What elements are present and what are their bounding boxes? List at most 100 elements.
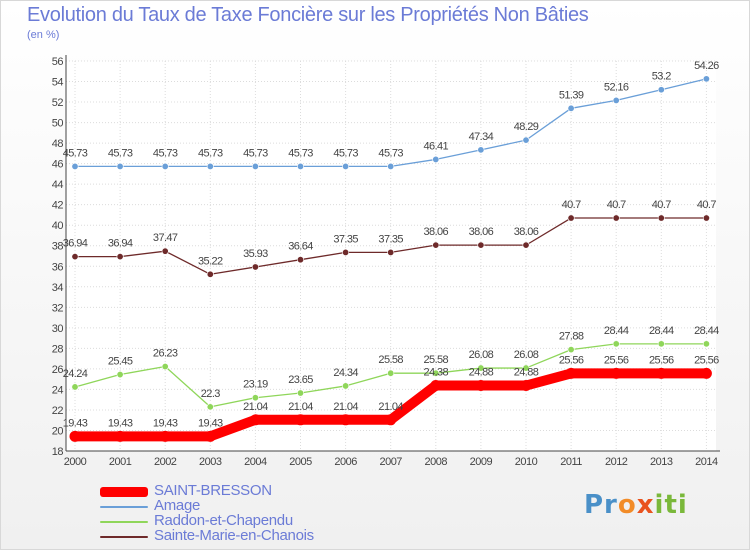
data-label-sainte-marie-en-chanois: 37.35 [333,233,358,245]
data-label-saint-bresson: 19.43 [153,417,178,429]
data-point-amage [702,75,710,83]
data-point-raddon-et-chapendu [657,340,665,348]
legend-item-sainte-marie: Sainte-Marie-en-Chanois [100,527,400,544]
data-label-amage: 48.29 [514,121,539,133]
y-tick-label: 54 [52,77,64,89]
proxiti-logo: Proxiti [584,490,688,520]
data-label-sainte-marie-en-chanois: 36.94 [108,238,133,250]
legend-label-saint-bresson: SAINT-BRESSON [154,482,272,499]
y-tick-label: 44 [52,179,64,191]
x-tick-label: 2002 [154,456,177,468]
legend-item-amage: Amage [100,497,400,514]
data-label-saint-bresson: 24.88 [514,367,539,379]
data-label-amage: 46.41 [424,140,449,152]
data-label-raddon-et-chapendu: 28.44 [649,325,674,337]
data-point-amage [567,104,575,112]
data-point-raddon-et-chapendu [251,394,259,402]
data-label-raddon-et-chapendu: 23.19 [243,379,268,391]
data-label-raddon-et-chapendu: 25.58 [378,354,403,366]
data-label-saint-bresson: 24.38 [424,367,449,379]
data-label-saint-bresson: 21.04 [288,401,313,413]
y-tick-label: 24 [52,384,64,396]
data-point-saint-bresson [204,430,216,442]
data-point-saint-bresson [610,367,622,379]
data-label-amage: 45.73 [108,147,133,159]
data-point-raddon-et-chapendu [702,340,710,348]
data-point-raddon-et-chapendu [612,340,620,348]
data-label-raddon-et-chapendu: 26.23 [153,348,178,360]
data-point-raddon-et-chapendu [387,369,395,377]
data-point-amage [296,162,304,170]
x-tick-label: 2010 [515,456,538,468]
data-label-amage: 51.39 [559,89,584,101]
legend-item-saint-bresson: SAINT-BRESSON [100,482,400,499]
data-label-sainte-marie-en-chanois: 40.7 [607,199,626,211]
y-tick-label: 56 [52,56,64,68]
data-point-sainte-marie-en-chanois [296,256,304,264]
data-label-raddon-et-chapendu: 28.44 [694,325,719,337]
data-point-amage [342,162,350,170]
y-tick-label: 46 [52,159,64,171]
data-label-saint-bresson: 21.04 [378,401,403,413]
data-label-raddon-et-chapendu: 23.65 [288,374,313,386]
data-point-saint-bresson [385,414,397,426]
data-point-saint-bresson [565,367,577,379]
data-label-sainte-marie-en-chanois: 40.7 [697,199,716,211]
data-label-raddon-et-chapendu: 24.24 [63,368,88,380]
data-point-saint-bresson [159,430,171,442]
data-point-amage [387,162,395,170]
x-tick-label: 2007 [379,456,402,468]
legend-swatch-raddon [100,521,148,523]
legend-label-raddon: Raddon-et-Chapendu [154,512,293,529]
data-point-saint-bresson [69,430,81,442]
data-label-sainte-marie-en-chanois: 35.22 [198,255,223,267]
x-tick-label: 2005 [289,456,312,468]
data-label-sainte-marie-en-chanois: 36.64 [288,241,313,253]
data-label-sainte-marie-en-chanois: 35.93 [243,248,268,260]
legend-swatch-amage [100,506,148,508]
data-label-raddon-et-chapendu: 24.34 [333,367,358,379]
y-tick-label: 20 [52,425,64,437]
data-point-raddon-et-chapendu [161,363,169,371]
y-tick-label: 22 [52,405,64,417]
x-tick-label: 2004 [244,456,267,468]
data-label-amage: 45.73 [378,147,403,159]
x-tick-label: 2011 [560,456,582,468]
unit-label: (en %) [27,29,60,41]
data-point-raddon-et-chapendu [567,346,575,354]
data-label-sainte-marie-en-chanois: 38.06 [424,226,449,238]
data-point-saint-bresson [700,367,712,379]
logo-part-pr: Pr [584,490,618,520]
legend-swatch-saint-bresson [100,487,148,497]
data-point-sainte-marie-en-chanois [161,247,169,255]
data-label-amage: 52.16 [604,81,629,93]
data-point-sainte-marie-en-chanois [477,241,485,249]
data-point-sainte-marie-en-chanois [567,214,575,222]
data-point-amage [432,155,440,163]
data-label-saint-bresson: 19.43 [198,417,223,429]
x-tick-label: 2000 [64,456,87,468]
data-point-saint-bresson [430,380,442,392]
logo-part-x: x [636,490,655,520]
data-label-amage: 45.73 [288,147,313,159]
data-point-sainte-marie-en-chanois [116,253,124,261]
data-point-amage [116,162,124,170]
x-tick-label: 2008 [425,456,448,468]
chart-title: Evolution du Taux de Taxe Foncière sur l… [27,4,589,26]
legend-swatch-sainte-marie [100,536,148,538]
y-tick-label: 42 [52,200,64,212]
data-point-raddon-et-chapendu [432,369,440,377]
y-tick-label: 30 [52,323,64,335]
data-point-saint-bresson [295,414,306,426]
data-point-amage [71,162,79,170]
data-point-amage [161,162,169,170]
data-point-amage [206,162,214,170]
data-point-sainte-marie-en-chanois [522,241,530,249]
logo-part-iti: iti [654,490,688,520]
data-label-amage: 45.73 [333,147,358,159]
data-point-amage [522,136,530,144]
y-tick-label: 36 [52,261,64,273]
y-tick-label: 26 [52,364,64,376]
data-label-raddon-et-chapendu: 22.3 [201,388,220,400]
legend-item-raddon: Raddon-et-Chapendu [100,512,400,529]
